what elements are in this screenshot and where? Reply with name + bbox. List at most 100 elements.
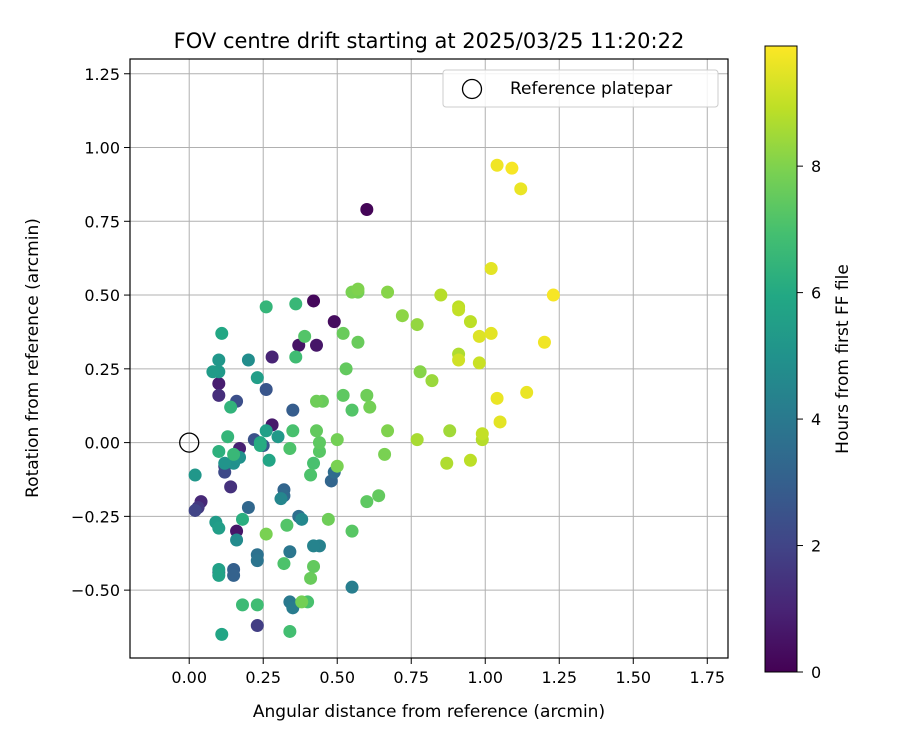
data-point	[304, 468, 318, 482]
data-point	[188, 468, 202, 482]
data-point	[321, 512, 335, 526]
data-point	[330, 433, 344, 447]
data-point	[212, 521, 226, 535]
data-point	[295, 595, 309, 609]
data-point	[425, 374, 439, 388]
data-point	[484, 262, 498, 276]
data-point	[463, 453, 477, 467]
data-point	[298, 329, 312, 343]
data-point	[310, 338, 324, 352]
legend-marker-open-circle	[461, 78, 483, 100]
data-point	[304, 571, 318, 585]
data-point	[307, 539, 321, 553]
data-point	[395, 309, 409, 323]
y-tick-label: −0.25	[71, 507, 120, 526]
x-tick-label: 0.50	[319, 668, 355, 687]
legend-box	[442, 69, 719, 108]
x-axis-label: Angular distance from reference (arcmin)	[253, 702, 605, 722]
data-point	[221, 430, 235, 444]
data-point	[188, 503, 202, 517]
data-point	[484, 326, 498, 340]
data-point	[227, 447, 241, 461]
data-point	[295, 512, 309, 526]
data-point	[218, 456, 232, 470]
data-point	[241, 501, 255, 515]
data-point	[235, 598, 249, 612]
colorbar-ticks: 0 2 4 6 8	[797, 157, 821, 682]
colorbar-tick-label: 0	[811, 663, 821, 682]
data-point	[253, 439, 267, 453]
data-point	[472, 329, 486, 343]
y-tick-label: 1.00	[84, 139, 120, 158]
data-point	[490, 158, 504, 172]
data-point	[259, 424, 273, 438]
data-point	[307, 456, 321, 470]
y-tick-label: −0.50	[71, 581, 120, 600]
y-tick-label: 0.00	[84, 434, 120, 453]
data-point	[312, 436, 326, 450]
data-point	[227, 568, 241, 582]
data-point	[230, 533, 244, 547]
data-point	[413, 365, 427, 379]
data-point	[514, 182, 528, 196]
data-point	[475, 427, 489, 441]
data-point	[463, 315, 477, 329]
data-point	[289, 350, 303, 364]
data-point	[345, 580, 359, 594]
data-point	[215, 627, 229, 641]
colorbar-tick-label: 8	[811, 157, 821, 176]
data-point	[381, 424, 395, 438]
data-point	[206, 365, 220, 379]
data-point	[537, 335, 551, 349]
data-point	[360, 495, 374, 509]
y-tick-label: 0.50	[84, 286, 120, 305]
data-point	[363, 400, 377, 414]
data-point	[452, 353, 466, 367]
data-point	[283, 545, 297, 559]
data-point	[505, 161, 519, 175]
data-point	[493, 415, 507, 429]
data-point	[410, 433, 424, 447]
data-point	[307, 560, 321, 574]
data-point	[351, 335, 365, 349]
data-point	[286, 403, 300, 417]
data-point	[212, 377, 226, 391]
x-tick-label: 1.50	[615, 668, 651, 687]
data-point	[215, 326, 229, 340]
x-tick-label: 1.75	[689, 668, 725, 687]
x-axis-ticks: 0.00 0.25 0.50 0.75 1.00 1.25 1.50 1.75	[171, 658, 725, 687]
data-point	[372, 489, 386, 503]
data-point	[224, 400, 238, 414]
data-point	[259, 382, 273, 396]
data-point	[360, 388, 374, 402]
x-tick-label: 0.00	[171, 668, 207, 687]
x-tick-label: 0.25	[245, 668, 281, 687]
data-point	[339, 362, 353, 376]
data-point	[235, 512, 249, 526]
data-point	[289, 297, 303, 311]
data-point	[250, 371, 264, 385]
data-point	[345, 403, 359, 417]
data-point	[378, 447, 392, 461]
data-point	[520, 385, 534, 399]
data-point	[224, 480, 238, 494]
data-point	[345, 524, 359, 538]
data-point	[307, 294, 321, 308]
colorbar-tick-label: 4	[811, 410, 821, 429]
data-point	[381, 285, 395, 299]
data-point	[250, 554, 264, 568]
data-point	[351, 282, 365, 296]
data-point	[262, 453, 276, 467]
data-point	[265, 350, 279, 364]
data-point	[546, 288, 560, 302]
data-point	[280, 518, 294, 532]
data-point	[336, 388, 350, 402]
colorbar-label: Hours from first FF file	[833, 264, 853, 454]
data-point	[212, 388, 226, 402]
legend-label: Reference platepar	[510, 79, 672, 99]
colorbar	[764, 45, 798, 673]
data-points	[188, 158, 560, 641]
data-point	[250, 598, 264, 612]
